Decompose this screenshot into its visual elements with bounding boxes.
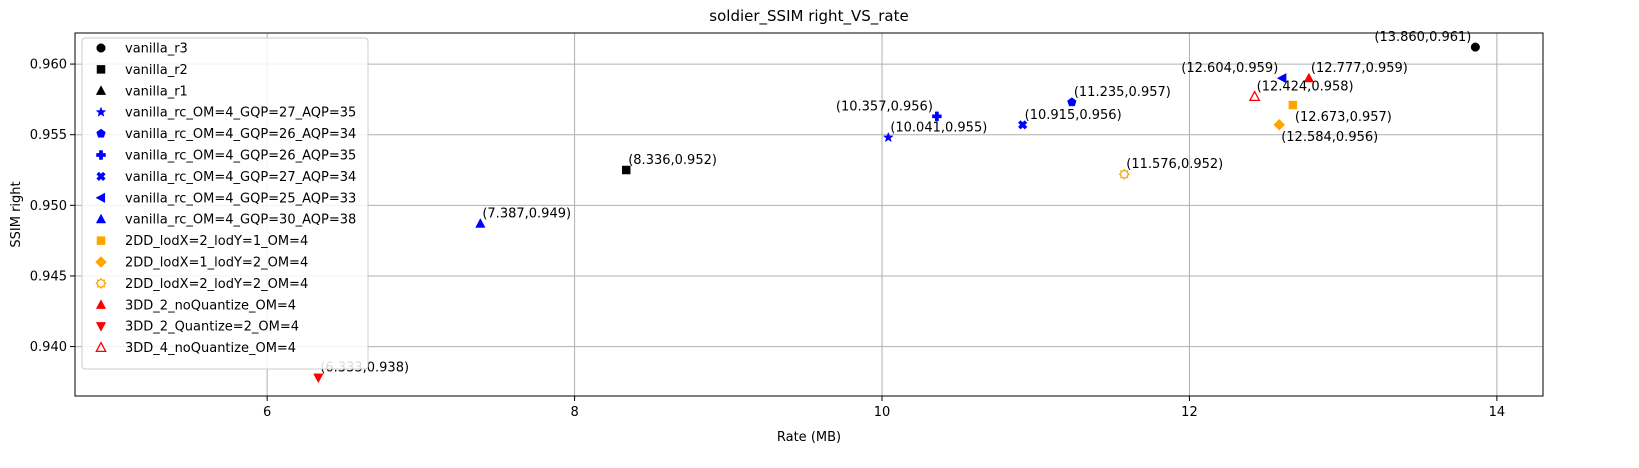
- legend-marker: [95, 213, 107, 224]
- legend-entry: vanilla_r2: [125, 63, 188, 78]
- data-points: [313, 42, 1480, 384]
- chart-title: soldier_SSIM right_VS_rate: [709, 7, 908, 26]
- y-axis-title: SSIM right: [9, 181, 24, 247]
- legend-marker: [96, 171, 106, 182]
- legend-marker: [95, 277, 107, 289]
- legend-entry: 3DD_2_Quantize=2_OM=4: [125, 320, 299, 335]
- data-label: (7.387,0.949): [482, 207, 571, 222]
- legend-entry: 3DD_4_noQuantize_OM=4: [125, 341, 296, 356]
- data-label: (10.915,0.956): [1025, 108, 1122, 123]
- data-point: [1273, 118, 1286, 131]
- data-label: (10.041,0.955): [890, 121, 987, 136]
- legend-entry: vanilla_rc_OM=4_GQP=25_AQP=33: [125, 191, 356, 206]
- x-axis-title: Rate (MB): [777, 430, 841, 445]
- y-tick-label: 0.940: [30, 340, 67, 355]
- data-point: [475, 218, 486, 228]
- legend-entry: vanilla_rc_OM=4_GQP=27_AQP=35: [125, 106, 356, 121]
- data-labels: (13.860,0.961) (8.336,0.952) (10.041,0.955…: [320, 30, 1471, 376]
- legend-marker: [96, 236, 106, 245]
- legend-entry: 2DD_lodX=2_lodY=1_OM=4: [125, 234, 308, 249]
- legend-entry: 2DD_lodX=2_lodY=2_OM=4: [125, 277, 308, 292]
- data-label: (11.235,0.957): [1074, 85, 1171, 100]
- plot-area: [74, 32, 1544, 397]
- legend-entry: vanilla_rc_OM=4_GQP=27_AQP=34: [125, 170, 356, 185]
- legend-marker: [95, 299, 107, 309]
- data-point: [1276, 73, 1287, 84]
- x-tick-label: 12: [1181, 405, 1198, 420]
- legend-marker: [95, 341, 107, 353]
- data-label: (8.336,0.952): [628, 153, 717, 168]
- legend-marker: [96, 43, 106, 53]
- axis-ticks: 6 8 10 12 14 0.940 0.945 0.950 0.955 0.960: [30, 58, 1505, 420]
- legend-entry: vanilla_r3: [125, 42, 188, 57]
- legend-marker: [96, 150, 106, 160]
- legend-entry: vanilla_r1: [125, 84, 188, 99]
- legend-entry: 3DD_2_noQuantize_OM=4: [125, 298, 296, 313]
- x-tick-label: 10: [874, 405, 891, 420]
- data-point: [1018, 120, 1028, 130]
- data-label: (10.357,0.956): [836, 99, 933, 114]
- legend-marker: [95, 85, 107, 95]
- legend-entry: 2DD_lodX=1_lodY=2_OM=4: [125, 256, 308, 271]
- data-point: [1470, 42, 1480, 52]
- y-tick-label: 0.960: [30, 58, 67, 73]
- data-point: [1067, 97, 1077, 107]
- legend-entry: vanilla_rc_OM=4_GQP=26_AQP=34: [125, 127, 356, 142]
- data-label: (12.584,0.956): [1281, 130, 1378, 145]
- legend-marker: [95, 322, 107, 332]
- legend-marker: [96, 65, 106, 74]
- legend-entry: vanilla_rc_OM=4_GQP=30_AQP=38: [125, 213, 356, 228]
- data-point: [932, 111, 942, 122]
- y-tick-label: 0.955: [30, 128, 67, 143]
- data-label: (12.604,0.959): [1181, 61, 1278, 76]
- legend-entry: vanilla_rc_OM=4_GQP=26_AQP=35: [125, 149, 356, 164]
- y-tick-label: 0.950: [30, 199, 67, 214]
- data-point: [1288, 100, 1298, 110]
- data-point: [1248, 90, 1261, 102]
- data-label: (12.673,0.957): [1295, 110, 1392, 125]
- x-tick-label: 8: [570, 405, 578, 420]
- data-point: [621, 165, 631, 175]
- data-point: [882, 131, 894, 143]
- legend-marker: [95, 106, 107, 117]
- data-point: [1118, 168, 1130, 180]
- data-point: [1303, 72, 1315, 83]
- legend-marker: [96, 128, 106, 138]
- legend: vanilla_r3 vanilla_r2 vanilla_r1 vanilla_rc…: [81, 37, 369, 370]
- data-label: (11.576,0.952): [1126, 157, 1223, 172]
- x-tick-label: 6: [263, 405, 271, 420]
- data-label: (12.777,0.959): [1311, 61, 1408, 76]
- legend-marker: [95, 192, 106, 203]
- data-label: (12.424,0.958): [1257, 80, 1354, 95]
- legend-frame: [81, 37, 369, 370]
- data-label: (13.860,0.961): [1374, 30, 1471, 45]
- y-tick-label: 0.945: [30, 269, 67, 284]
- data-point: [313, 373, 324, 384]
- x-tick-label: 14: [1489, 405, 1506, 420]
- legend-marker: [95, 256, 107, 268]
